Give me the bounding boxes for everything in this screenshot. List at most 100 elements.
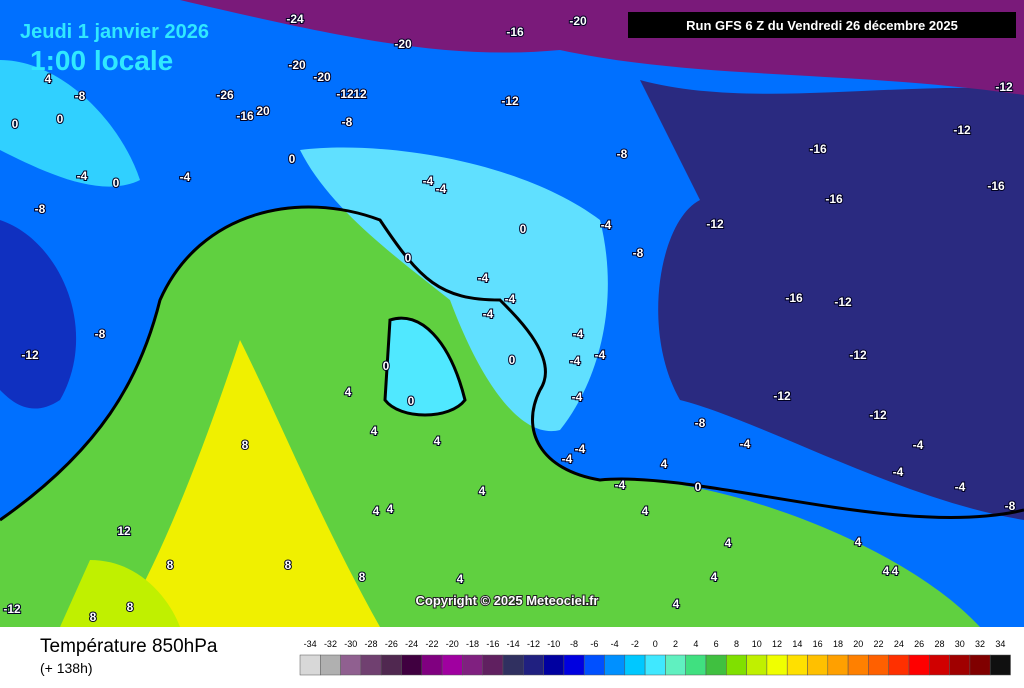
legend-tick-label: -8 [570, 639, 578, 649]
contour-label: 0 [113, 176, 120, 190]
contour-label: 0 [520, 222, 527, 236]
contour-label: 8 [242, 438, 249, 452]
legend-swatch [827, 654, 849, 676]
legend-tick-label: 0 [653, 639, 658, 649]
legend-tick-label: -34 [304, 639, 317, 649]
contour-label: -8 [75, 89, 86, 103]
contour-label: -8 [633, 246, 644, 260]
run-info: Run GFS 6 Z du Vendredi 26 décembre 2025 [686, 18, 958, 33]
contour-label: -4 [615, 478, 626, 492]
contour-label: 12 [353, 87, 367, 101]
legend-tick-label: 18 [833, 639, 843, 649]
legend-swatch [847, 654, 869, 676]
contour-label: -4 [436, 182, 447, 196]
contour-label: 8 [285, 558, 292, 572]
contour-label: -4 [575, 442, 586, 456]
contour-label: 0 [509, 353, 516, 367]
contour-label: -4 [423, 174, 434, 188]
contour-label: 0 [408, 394, 415, 408]
contour-label: -12 [953, 123, 971, 137]
contour-label: -12 [995, 80, 1013, 94]
legend-swatch [969, 654, 991, 676]
contour-label: -16 [506, 25, 524, 39]
legend-swatch [908, 654, 930, 676]
contour-label: -4 [572, 390, 583, 404]
contour-label: 4 [855, 535, 862, 549]
legend-tick-label: -30 [344, 639, 357, 649]
contour-label: 4 [661, 457, 668, 471]
contour-label: -4 [180, 170, 191, 184]
contour-label: -4 [77, 169, 88, 183]
contour-label: -4 [913, 438, 924, 452]
legend-tick-label: 6 [714, 639, 719, 649]
contour-label: 0 [289, 152, 296, 166]
legend-tick-label: -4 [611, 639, 619, 649]
legend-tick-label: 26 [914, 639, 924, 649]
contour-label: -8 [1005, 499, 1016, 513]
footer-lead: (+ 138h) [40, 660, 93, 676]
legend-tick-label: -12 [527, 639, 540, 649]
legend-tick-label: 4 [693, 639, 698, 649]
legend-tick-label: -32 [324, 639, 337, 649]
legend-swatch [380, 654, 402, 676]
contour-label: -4 [562, 452, 573, 466]
contour-label: -12 [3, 602, 21, 616]
legend-swatch [786, 654, 808, 676]
date: Jeudi 1 janvier 2026 [20, 21, 209, 43]
contour-label: 4 [387, 502, 394, 516]
legend-swatch [421, 654, 443, 676]
legend-swatch [299, 654, 321, 676]
contour-label: 8 [90, 610, 97, 624]
legend-tick-label: 32 [975, 639, 985, 649]
contour-label: 4 [373, 504, 380, 518]
legend-tick-label: -24 [405, 639, 418, 649]
contour-label: 20 [256, 104, 270, 118]
legend-swatch [685, 654, 707, 676]
contour-label: 0 [695, 480, 702, 494]
contour-label: -4 [573, 327, 584, 341]
contour-label: -26 [216, 88, 234, 102]
legend-swatch [340, 654, 362, 676]
legend-swatch [989, 654, 1011, 676]
contour-label: 4 [45, 72, 52, 86]
run-box [628, 12, 1016, 38]
legend-swatch [583, 654, 605, 676]
contour-label: -4 [570, 354, 581, 368]
legend-swatch [868, 654, 889, 676]
contour-label: -4 [483, 307, 494, 321]
legend-swatch [482, 654, 504, 676]
legend-swatch [929, 654, 950, 676]
contour-label: -12 [706, 217, 724, 231]
legend-swatch [563, 654, 585, 676]
legend-tick-label: -6 [590, 639, 598, 649]
contour-label: 0 [405, 251, 412, 265]
legend-swatch [726, 654, 747, 676]
legend-swatch [401, 654, 423, 676]
legend-swatch [888, 654, 910, 676]
contour-label: 4 [883, 564, 890, 578]
contour-label: -20 [288, 58, 306, 72]
contour-label: -12 [336, 87, 354, 101]
contour-label: -24 [286, 12, 304, 26]
contour-label: -16 [785, 291, 803, 305]
contour-label: -4 [893, 465, 904, 479]
legend-tick-label: 12 [772, 639, 782, 649]
legend-tick-label: 22 [874, 639, 884, 649]
contour-label: 12 [117, 524, 131, 538]
legend-swatch [502, 654, 524, 676]
contour-label: -8 [617, 147, 628, 161]
contour-label: 4 [434, 434, 441, 448]
legend-swatch [705, 654, 727, 676]
contour-label: -8 [95, 327, 106, 341]
map-background [0, 0, 1024, 627]
legend-tick-label: -28 [365, 639, 378, 649]
contour-label: 8 [127, 600, 134, 614]
legend-tick-label: -26 [385, 639, 398, 649]
contour-label: -20 [313, 70, 331, 84]
contour-label: 4 [673, 597, 680, 611]
legend-tick-label: 34 [995, 639, 1005, 649]
contour-label: -4 [595, 348, 606, 362]
contour-labels: -24-20-16-20-20-20-26-16 20-12 12-8-12-80-… [2, 11, 1016, 625]
contour-label: 8 [167, 558, 174, 572]
contour-label: 4 [345, 385, 352, 399]
